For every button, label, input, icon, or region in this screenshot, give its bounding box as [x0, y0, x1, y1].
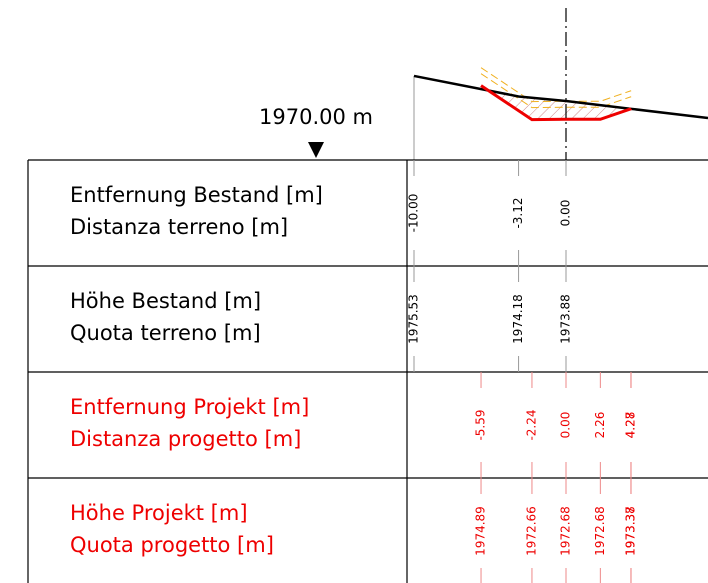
row-label: Höhe Projekt [m] — [70, 501, 248, 525]
value-label: 4.27 — [623, 412, 637, 439]
row-label: Höhe Bestand [m] — [70, 289, 261, 313]
row-label: Distanza progetto [m] — [70, 427, 301, 451]
value-label: -2.24 — [524, 409, 538, 440]
value-label: -3.12 — [511, 197, 525, 228]
row: Entfernung Bestand [m] Distanza terreno [… — [70, 160, 573, 266]
value-label: 1975.53 — [407, 294, 421, 344]
row-label: Quota progetto [m] — [70, 533, 274, 557]
value-label: -5.59 — [474, 409, 488, 440]
row-label: Entfernung Bestand [m] — [70, 183, 323, 207]
rows: Entfernung Bestand [m] Distanza terreno [… — [70, 160, 638, 583]
value-label: -10.00 — [407, 194, 421, 233]
value-label: 0.00 — [559, 412, 573, 439]
row-label: Quota terreno [m] — [70, 321, 261, 345]
row-label: Distanza terreno [m] — [70, 215, 288, 239]
value-label: 4.28 — [624, 412, 638, 439]
value-label: 1973.38 — [624, 506, 638, 556]
value-label: 1973.37 — [623, 506, 637, 556]
table-grid — [27, 159, 708, 583]
value-label: 1972.68 — [559, 506, 573, 556]
value-label: 1973.88 — [559, 294, 573, 344]
design-line — [480, 84, 633, 122]
value-label: 1972.68 — [593, 506, 607, 556]
value-label: 1974.18 — [511, 294, 525, 344]
datum-marker — [308, 142, 324, 158]
value-label: 1974.89 — [474, 506, 488, 556]
value-label: 1972.66 — [524, 506, 538, 556]
value-label: 2.26 — [593, 412, 607, 439]
excavation-hatch — [481, 85, 632, 120]
row: Entfernung Projekt [m] Distanza progetto … — [70, 372, 638, 478]
value-label: 0.00 — [559, 200, 573, 227]
row: Höhe Bestand [m] Quota terreno [m] 1975.53… — [70, 266, 573, 372]
layer-line — [480, 73, 632, 109]
datum-label: 1970.00 m — [259, 105, 373, 129]
row-label: Entfernung Projekt [m] — [70, 395, 309, 419]
ground-line — [413, 74, 708, 120]
profile — [413, 67, 708, 160]
row: Höhe Projekt [m] Quota progetto [m] 1974.8… — [70, 478, 638, 583]
